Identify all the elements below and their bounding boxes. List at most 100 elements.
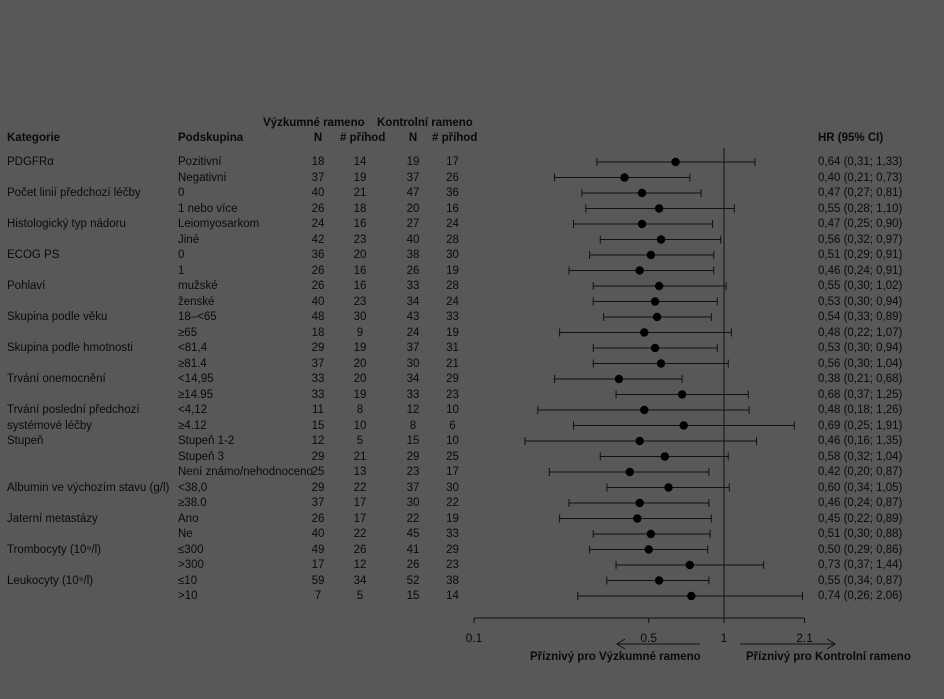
x-tick-label: 2.1 [796, 631, 813, 645]
row-n-research: 33 [311, 373, 325, 385]
hr-point [652, 312, 662, 322]
row-events-research: 8 [356, 404, 364, 416]
hr-point [654, 204, 664, 213]
row-n-control: 37 [406, 342, 420, 354]
row-category: Skupina podle věku [7, 311, 108, 323]
row-subgroup: ženské [178, 295, 215, 308]
row-n-research: 37 [311, 497, 325, 509]
row-hr-text: 0,55 (0,28; 1,10) [818, 202, 903, 215]
x-tick-label: 0.1 [466, 631, 483, 645]
row-n-control: 22 [406, 512, 420, 525]
row-subgroup: ≥4.12 [178, 419, 207, 432]
hr-point [635, 266, 644, 275]
row-events-control: 31 [446, 342, 459, 354]
row-n-control: 38 [406, 249, 420, 261]
row-subgroup: 0 [178, 249, 185, 261]
row-events-control: 28 [446, 280, 459, 292]
row-events-control: 14 [446, 590, 459, 602]
row-events-research: 14 [353, 156, 367, 168]
events-research-header: # příhod [340, 132, 386, 144]
row-events-research: 22 [353, 481, 367, 494]
row-events-control: 6 [449, 419, 456, 432]
x-tick-label: 1 [721, 631, 728, 645]
hr-point [650, 297, 660, 306]
arm-control-header: Kontrolní rameno [377, 117, 473, 129]
row-category: Trvání poslední předchozí [7, 404, 140, 416]
row-n-research: 40 [311, 295, 325, 308]
row-n-control: 34 [406, 295, 420, 308]
row-subgroup: ≥14.95 [178, 388, 214, 401]
row-events-control: 26 [446, 171, 459, 184]
row-category: Trvání onemocnění [7, 373, 106, 385]
row-n-research: 11 [312, 404, 324, 416]
row-n-control: 45 [406, 528, 420, 540]
hr-point [625, 467, 635, 477]
hr-point [635, 498, 644, 508]
row-hr-text: 0,46 (0,16; 1,35) [818, 435, 903, 447]
row-n-control: 23 [406, 466, 420, 478]
row-events-control: 33 [446, 311, 459, 323]
hr-point [656, 359, 666, 368]
row-hr-text: 0,60 (0,34; 1,05) [818, 481, 903, 494]
x-tick-label: 0.5 [640, 631, 657, 645]
hr-point [687, 591, 696, 601]
row-events-research: 16 [353, 280, 367, 292]
row-events-control: 21 [446, 357, 459, 370]
row-subgroup: mužské [178, 280, 218, 292]
row-hr-text: 0,47 (0,27; 0,81) [818, 187, 903, 199]
row-category: ECOG PS [7, 249, 60, 261]
row-events-control: 30 [446, 249, 459, 261]
row-subgroup: ≥81.4 [178, 357, 207, 370]
row-hr-text: 0,73 (0,37; 1,44) [818, 559, 903, 571]
row-subgroup: 18–<65 [178, 311, 217, 323]
row-n-control: 37 [406, 481, 420, 494]
hr-point [614, 374, 624, 384]
row-n-research: 29 [311, 450, 325, 463]
row-hr-text: 0,51 (0,29; 0,91) [818, 249, 903, 261]
row-n-research: 40 [311, 187, 325, 199]
row-n-control: 40 [406, 233, 420, 246]
row-hr-text: 0,40 (0,21; 0,73) [818, 171, 903, 184]
row-hr-text: 0,42 (0,20; 0,87) [818, 466, 903, 478]
row-n-control: 8 [409, 419, 417, 432]
row-events-control: 17 [446, 156, 459, 168]
row-category: Počet linií předchozí léčby [7, 187, 141, 199]
row-events-research: 17 [353, 497, 367, 509]
row-events-control: 17 [446, 466, 459, 478]
hr-point [654, 576, 664, 585]
hr-point [671, 157, 680, 167]
hr-point [640, 405, 649, 415]
row-subgroup: Ano [178, 512, 199, 525]
row-n-control: 33 [406, 388, 420, 401]
row-category: Skupina podle hmotnosti [7, 342, 133, 354]
row-hr-text: 0,53 (0,30; 0,94) [818, 342, 903, 354]
row-n-control: 26 [406, 264, 420, 277]
row-events-research: 5 [356, 435, 364, 447]
row-n-research: 24 [311, 218, 325, 230]
row-hr-text: 0,74 (0,26; 2,06) [818, 590, 903, 602]
row-subgroup: <14,95 [178, 373, 214, 385]
row-n-research: 26 [311, 264, 325, 277]
row-n-control: 19 [406, 156, 420, 168]
row-subgroup: Stupeň 3 [178, 450, 225, 463]
row-category: Trombocyty (10⁹/l) [7, 543, 101, 556]
row-n-control: 43 [406, 311, 420, 323]
row-n-control: 30 [406, 497, 420, 509]
hr-point [635, 436, 644, 446]
row-n-research: 29 [311, 481, 325, 494]
hr-point [654, 281, 664, 291]
row-events-research: 5 [356, 590, 364, 602]
row-subgroup: Stupeň 1-2 [178, 435, 235, 447]
hr-point [685, 560, 695, 570]
hr-header: HR (95% CI) [818, 132, 884, 144]
row-n-research: 40 [311, 528, 325, 540]
row-n-research: 59 [311, 574, 325, 587]
row-events-control: 36 [446, 187, 459, 199]
row-subgroup: >10 [178, 590, 198, 602]
hr-point [660, 452, 670, 461]
row-subgroup: ≤300 [178, 543, 204, 556]
row-hr-text: 0,69 (0,25; 1,91) [818, 419, 903, 432]
row-events-control: 25 [446, 450, 459, 463]
row-events-research: 20 [353, 249, 367, 261]
